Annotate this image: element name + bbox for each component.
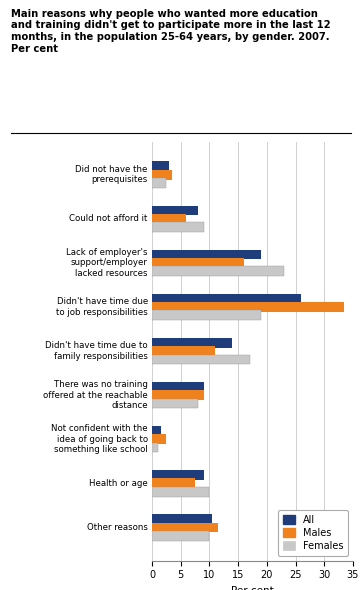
Bar bbox=[152, 531, 210, 540]
Bar bbox=[152, 170, 172, 179]
Bar bbox=[152, 514, 212, 524]
Bar bbox=[152, 162, 169, 171]
Bar bbox=[152, 338, 232, 348]
Bar bbox=[152, 178, 167, 188]
Bar bbox=[152, 346, 215, 356]
Bar bbox=[152, 426, 161, 435]
Bar bbox=[152, 267, 284, 276]
Bar bbox=[152, 205, 198, 215]
Bar bbox=[152, 214, 186, 224]
Text: Main reasons why people who wanted more education
and training didn't get to par: Main reasons why people who wanted more … bbox=[11, 9, 331, 54]
Bar bbox=[152, 442, 158, 453]
Bar bbox=[152, 434, 167, 444]
Bar bbox=[152, 391, 204, 400]
Bar bbox=[152, 382, 204, 392]
Legend: All, Males, Females: All, Males, Females bbox=[278, 510, 348, 556]
Bar bbox=[152, 310, 261, 320]
Bar bbox=[152, 355, 250, 364]
Bar bbox=[152, 487, 210, 497]
Bar bbox=[152, 302, 344, 312]
X-axis label: Per cent: Per cent bbox=[231, 586, 274, 590]
Bar bbox=[152, 222, 204, 232]
Bar bbox=[152, 478, 195, 488]
Bar bbox=[152, 250, 261, 260]
Bar bbox=[152, 258, 244, 268]
Bar bbox=[152, 523, 218, 532]
Bar bbox=[152, 399, 198, 408]
Bar bbox=[152, 294, 301, 303]
Bar bbox=[152, 470, 204, 480]
